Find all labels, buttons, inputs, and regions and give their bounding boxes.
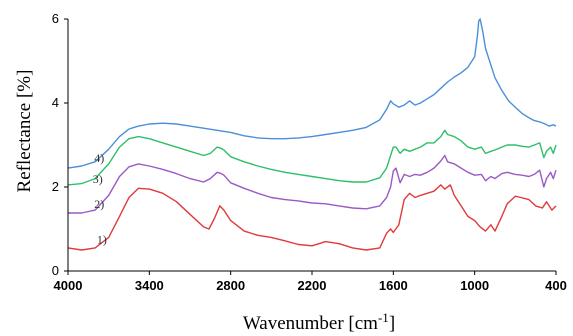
axes: 0 2 4 6 4000 3400 2800 2200 1600 1000 400 (52, 11, 567, 293)
x-tick-label: 2200 (298, 278, 327, 293)
y-tick-label: 2 (52, 179, 59, 194)
series-line-4 (67, 18, 557, 169)
x-tick-label: 1600 (379, 278, 408, 293)
y-tick-label: 6 (52, 11, 59, 26)
x-tick-label: 3400 (135, 278, 164, 293)
x-axis-title-suffix: ] (389, 313, 395, 334)
y-axis-title: Reflectance [%] (14, 70, 35, 193)
x-tick-label: 4000 (54, 278, 83, 293)
x-axis-title: Wavenumber [cm-1] (243, 310, 395, 334)
x-axis-title-main: Wavenumber [cm (243, 313, 378, 334)
series-label-4: 4) (94, 151, 104, 165)
series-line-2 (68, 154, 557, 214)
series-line-3 (67, 129, 557, 186)
series-group: 1) 2) 3) 4) (67, 18, 557, 251)
x-axis-title-sup: -1 (378, 310, 389, 325)
y-tick-label: 4 (52, 95, 59, 110)
x-tick-label: 1000 (460, 278, 489, 293)
x-tick-label: 400 (545, 278, 567, 293)
y-tick-label: 0 (52, 263, 59, 278)
series-label-1: 1) (97, 233, 107, 247)
series-line-1 (67, 184, 557, 251)
series-label-2: 2) (94, 197, 104, 211)
x-tick-label: 2800 (216, 278, 245, 293)
series-label-3: 3) (93, 172, 103, 186)
